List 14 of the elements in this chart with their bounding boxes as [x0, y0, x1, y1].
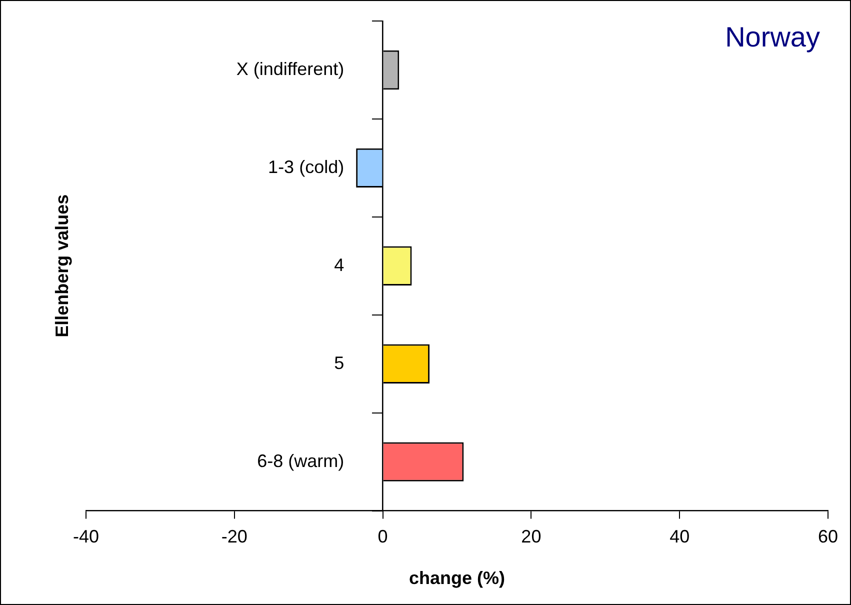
- y-tick-label: 4: [334, 254, 344, 275]
- x-tick-label: 40: [670, 526, 690, 547]
- x-tick-label: -40: [72, 526, 100, 547]
- x-tick-label: 20: [521, 526, 542, 547]
- chart-title: Norway: [725, 22, 820, 53]
- x-tick-label: 60: [818, 526, 838, 547]
- y-tick-label: X (indifferent): [236, 58, 344, 79]
- y-tick-label: 1-3 (cold): [268, 156, 344, 177]
- y-axis-title: Ellenberg values: [52, 194, 72, 338]
- y-tick-label: 6-8 (warm): [257, 450, 344, 471]
- x-tick-label: -20: [221, 526, 248, 547]
- y-tick-label: 5: [334, 352, 344, 373]
- x-axis-title: change (%): [408, 568, 506, 588]
- x-tick-label: 0: [378, 526, 388, 547]
